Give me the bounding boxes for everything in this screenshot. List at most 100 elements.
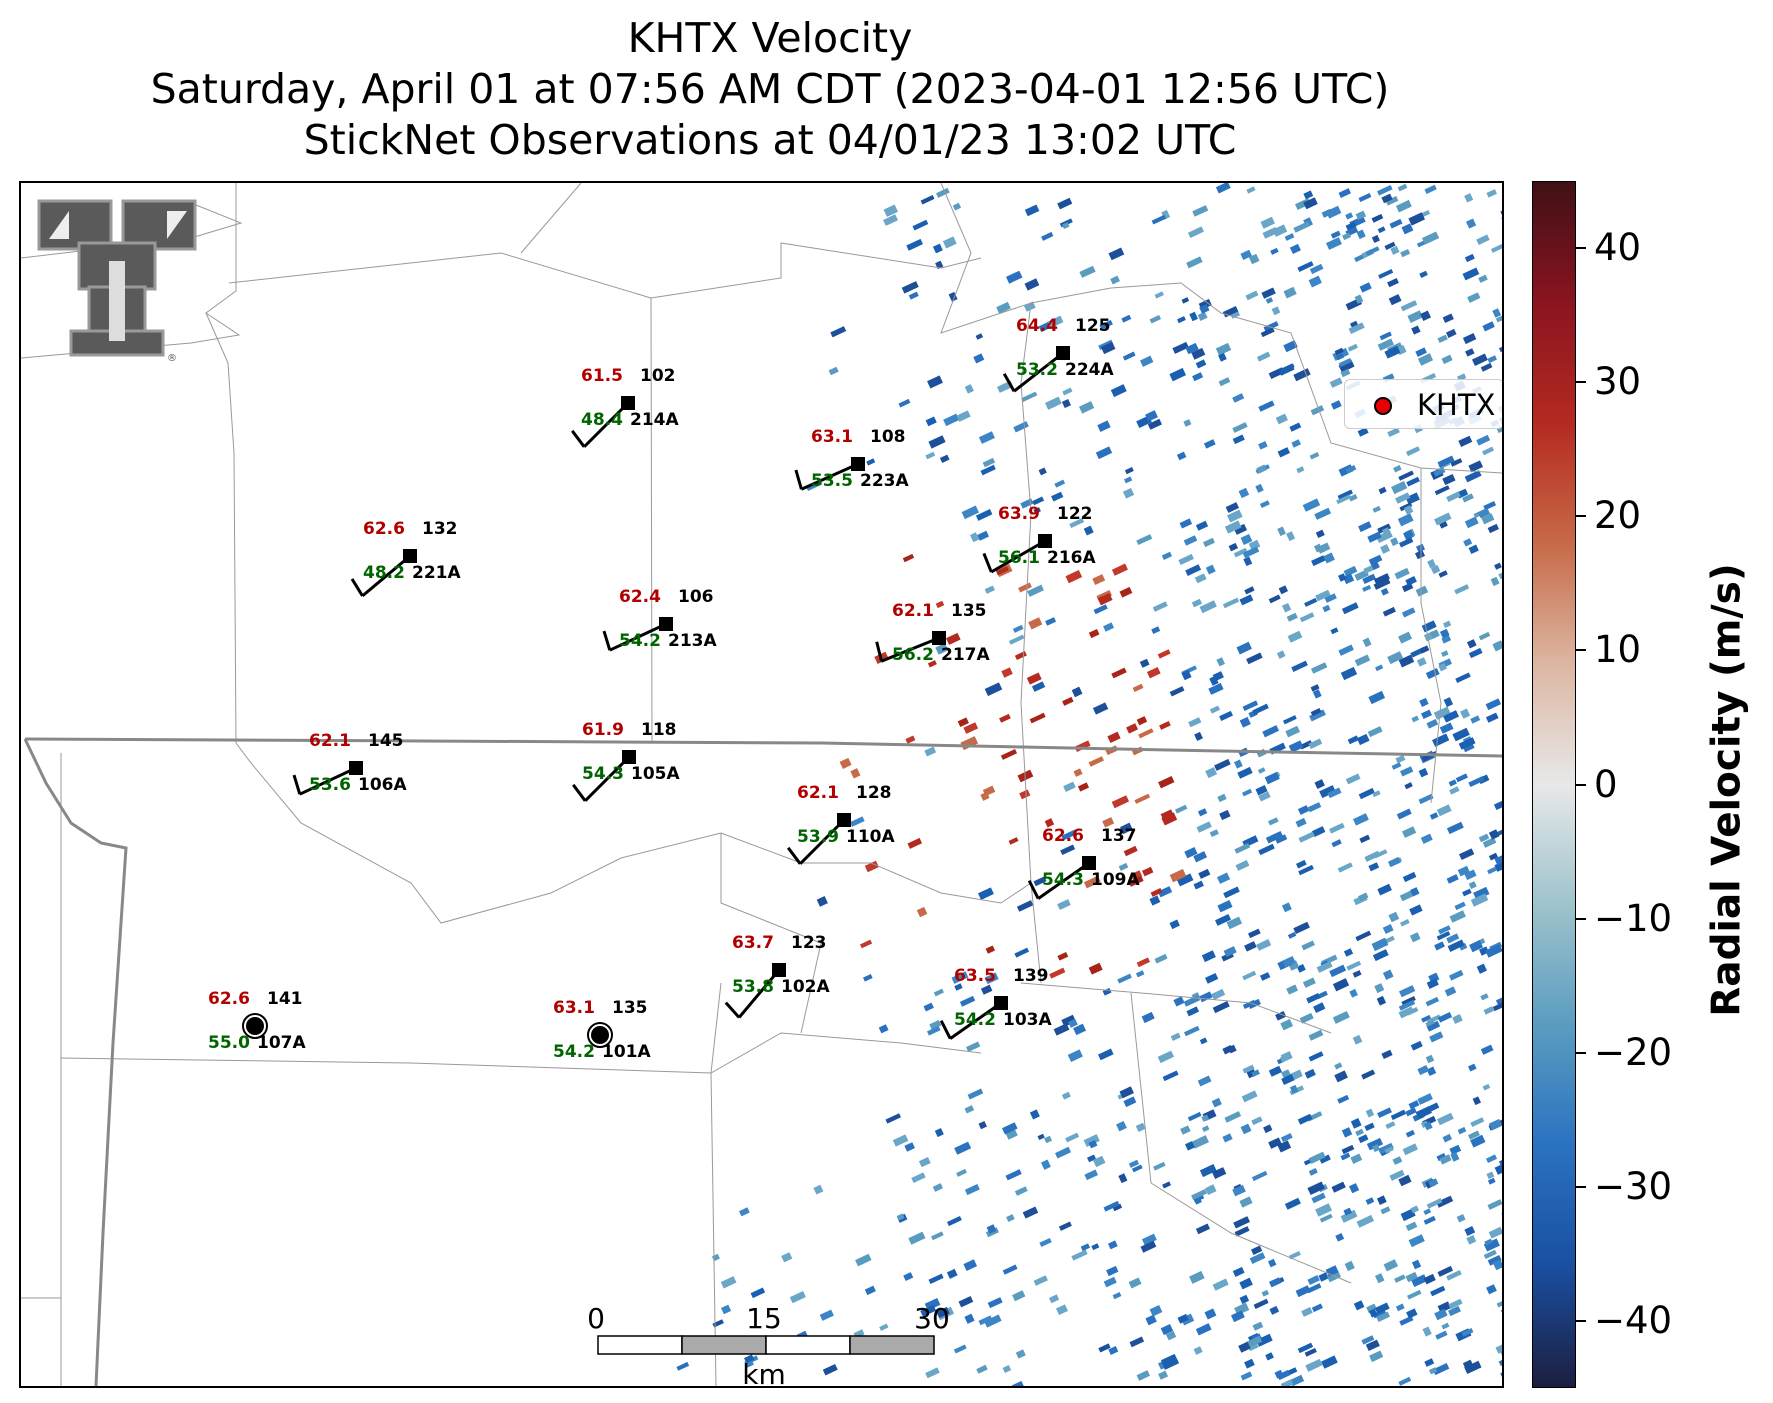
radar-gate <box>1141 1233 1157 1246</box>
radar-gate <box>1371 937 1389 951</box>
radar-gate <box>1178 553 1194 565</box>
radar-gate <box>1295 859 1307 869</box>
radar-gate <box>1459 848 1475 861</box>
radar-gate <box>676 1361 690 1371</box>
station-221A[interactable]: 62.6 132 48.2 221A <box>350 519 461 598</box>
radar-gate <box>1252 703 1269 715</box>
radar-gate <box>1065 569 1083 584</box>
radar-gate <box>929 1019 942 1030</box>
radar-gate <box>1284 233 1295 241</box>
radar-gate <box>1214 914 1231 926</box>
radar-gate <box>1436 931 1451 941</box>
station-102A[interactable]: 63.7 123 53.8 102A <box>724 933 831 1019</box>
radar-gate <box>1197 808 1208 817</box>
radar-gate <box>1301 940 1315 951</box>
radar-gate <box>1487 355 1497 363</box>
radar-gate <box>982 785 996 797</box>
station-217A[interactable]: 62.1 135 56.2 217A <box>875 601 991 665</box>
radar-gate <box>1005 1169 1022 1181</box>
radar-gate <box>1498 1355 1502 1367</box>
radar-gate <box>1382 527 1391 535</box>
radar-gate <box>1057 951 1069 961</box>
radar-gate <box>1120 822 1133 835</box>
radar-gate <box>1136 534 1153 546</box>
radar-gate <box>1470 893 1489 907</box>
radar-gate <box>1197 1075 1212 1087</box>
radar-gate <box>978 1315 993 1326</box>
radar-gate <box>1240 249 1252 260</box>
radar-gate <box>1024 204 1040 217</box>
radar-gate <box>1467 639 1477 649</box>
station-105A[interactable]: 61.9 118 54.3 105A <box>572 720 680 802</box>
station-106A[interactable]: 62.1 145 53.6 106A <box>292 731 407 796</box>
radar-gate <box>1376 1195 1387 1206</box>
radar-gate <box>1425 1054 1435 1064</box>
radar-gate <box>1354 254 1365 263</box>
radar-gate <box>985 945 995 954</box>
radar-gate <box>1038 467 1047 476</box>
calm-wind-marker <box>591 1026 609 1044</box>
radar-gate <box>964 384 974 394</box>
radar-gate <box>1138 728 1154 739</box>
radar-gate <box>1063 781 1076 792</box>
station-dewpoint: 56.2 <box>892 645 934 665</box>
county-border <box>1130 992 1352 1284</box>
radar-gate <box>1357 427 1369 437</box>
colorbar-tick-mark <box>1576 917 1586 920</box>
radar-gate <box>1226 916 1243 930</box>
radar-gate <box>1341 1127 1353 1138</box>
wind-barb-staff <box>799 818 846 865</box>
station-224A[interactable]: 64.4 125 53.2 224A <box>1002 316 1114 393</box>
radar-gate <box>1426 978 1439 989</box>
radar-gate <box>1238 1341 1251 1353</box>
radar-gate <box>1002 1122 1018 1135</box>
radar-gate <box>1377 883 1392 896</box>
station-110A[interactable]: 62.1 128 53.9 110A <box>787 783 895 865</box>
station-214A[interactable]: 61.5 102 48.4 214A <box>571 366 679 448</box>
radar-gate <box>1037 1133 1045 1141</box>
radar-gate <box>1485 698 1502 711</box>
radar-gate <box>1494 562 1502 570</box>
radar-gate <box>1473 886 1490 901</box>
radar-gate <box>906 238 923 251</box>
radar-gate <box>1462 493 1474 503</box>
station-107A[interactable]: 62.6 141 55.0 107A <box>208 989 306 1053</box>
radar-gate <box>1209 705 1221 714</box>
radar-gate <box>1278 585 1289 595</box>
radar-gate <box>1425 1019 1435 1027</box>
station-223A[interactable]: 63.1 108 53.5 223A <box>794 427 910 491</box>
radar-gate <box>1448 779 1457 787</box>
radar-gate <box>1435 1330 1448 1340</box>
station-id: 221A <box>412 563 461 583</box>
station-dewpoint: 53.2 <box>1016 360 1058 380</box>
radar-gate <box>1041 1159 1051 1170</box>
radar-gate <box>1399 890 1415 902</box>
station-101A[interactable]: 63.1 135 54.2 101A <box>553 998 651 1062</box>
station-temperature: 61.5 <box>581 366 623 386</box>
station-dewpoint: 53.5 <box>811 471 853 491</box>
radar-gate <box>1426 1020 1441 1032</box>
station-id: 103A <box>1003 1010 1052 1030</box>
radar-gate <box>963 1259 978 1271</box>
sticknet-stations: 61.5 102 48.4 214A 64.4 125 53.2 224A 63.1 108 53.… <box>208 316 1140 1062</box>
radar-gate <box>1296 466 1305 474</box>
radar-gate <box>1401 996 1416 1006</box>
station-109A[interactable]: 62.6 137 54.3 109A <box>1027 826 1140 900</box>
station-pressure: 108 <box>870 427 906 447</box>
station-103A[interactable]: 63.5 139 54.2 103A <box>939 966 1052 1040</box>
radar-gate <box>1068 1018 1078 1028</box>
radar-gate <box>1346 960 1362 971</box>
radar-gate <box>1268 594 1281 604</box>
radar-map[interactable]: 61.5 102 48.4 214A 64.4 125 53.2 224A 63.1 108 53.… <box>19 181 1504 1388</box>
radar-gate <box>1049 967 1066 979</box>
logo-bar-right <box>121 199 197 251</box>
radar-gate <box>1405 446 1421 457</box>
radar-gate <box>1340 1209 1358 1223</box>
radar-gate <box>1462 267 1480 281</box>
radar-gate <box>1367 726 1383 738</box>
radar-gate <box>1240 1123 1252 1135</box>
station-216A[interactable]: 63.9 122 56.1 216A <box>982 504 1097 574</box>
station-marker <box>1038 534 1052 548</box>
station-213A[interactable]: 62.4 106 54.2 213A <box>602 587 717 652</box>
radar-gate <box>1484 1238 1493 1246</box>
